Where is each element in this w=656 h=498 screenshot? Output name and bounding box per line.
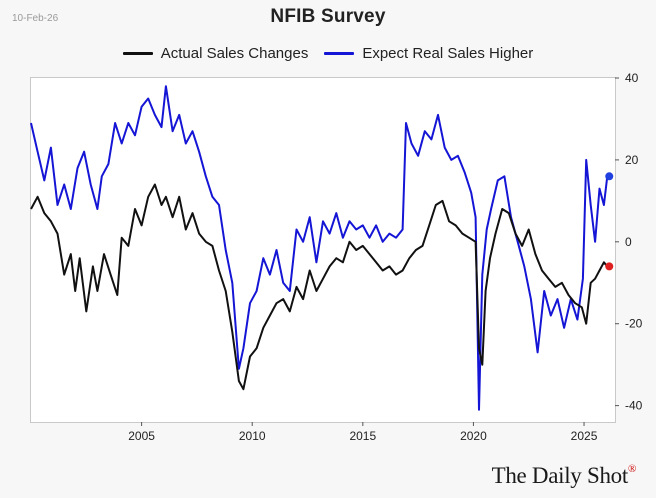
x-tick-label: 2020 (460, 429, 487, 443)
brand-registered-mark: ® (627, 463, 636, 475)
y-tick-label: 20 (625, 153, 639, 167)
endpoint-marker-expect (605, 172, 614, 181)
legend-expect-sales: Expect Real Sales Higher (324, 45, 533, 62)
plot-area (30, 77, 616, 423)
brand-logo: The Daily Shot® (491, 463, 637, 489)
legend-label-expect: Expect Real Sales Higher (362, 45, 534, 62)
endpoint-marker-actual (605, 262, 614, 271)
legend-swatch-expect (324, 52, 355, 55)
chart-title: NFIB Survey (270, 6, 386, 27)
date-stamp: 10-Feb-26 (12, 13, 59, 24)
brand-name: The Daily Shot (491, 463, 629, 488)
y-tick-label: -40 (625, 399, 643, 413)
x-tick-label: 2010 (239, 429, 266, 443)
legend-actual-sales: Actual Sales Changes (122, 45, 309, 62)
x-tick-label: 2015 (349, 429, 376, 443)
legend-swatch-actual (122, 52, 153, 55)
y-tick-label: -20 (625, 317, 643, 331)
y-tick-label: 0 (625, 235, 632, 249)
series-line-actual-sales (30, 183, 609, 391)
series-line-expect-sales (30, 85, 609, 411)
y-tick-label: 40 (625, 71, 639, 85)
legend-label-actual: Actual Sales Changes (160, 45, 309, 62)
chart-legend: Actual Sales Changes Expect Real Sales H… (0, 45, 656, 62)
x-tick-label: 2005 (128, 429, 155, 443)
x-tick-label: 2025 (571, 429, 598, 443)
